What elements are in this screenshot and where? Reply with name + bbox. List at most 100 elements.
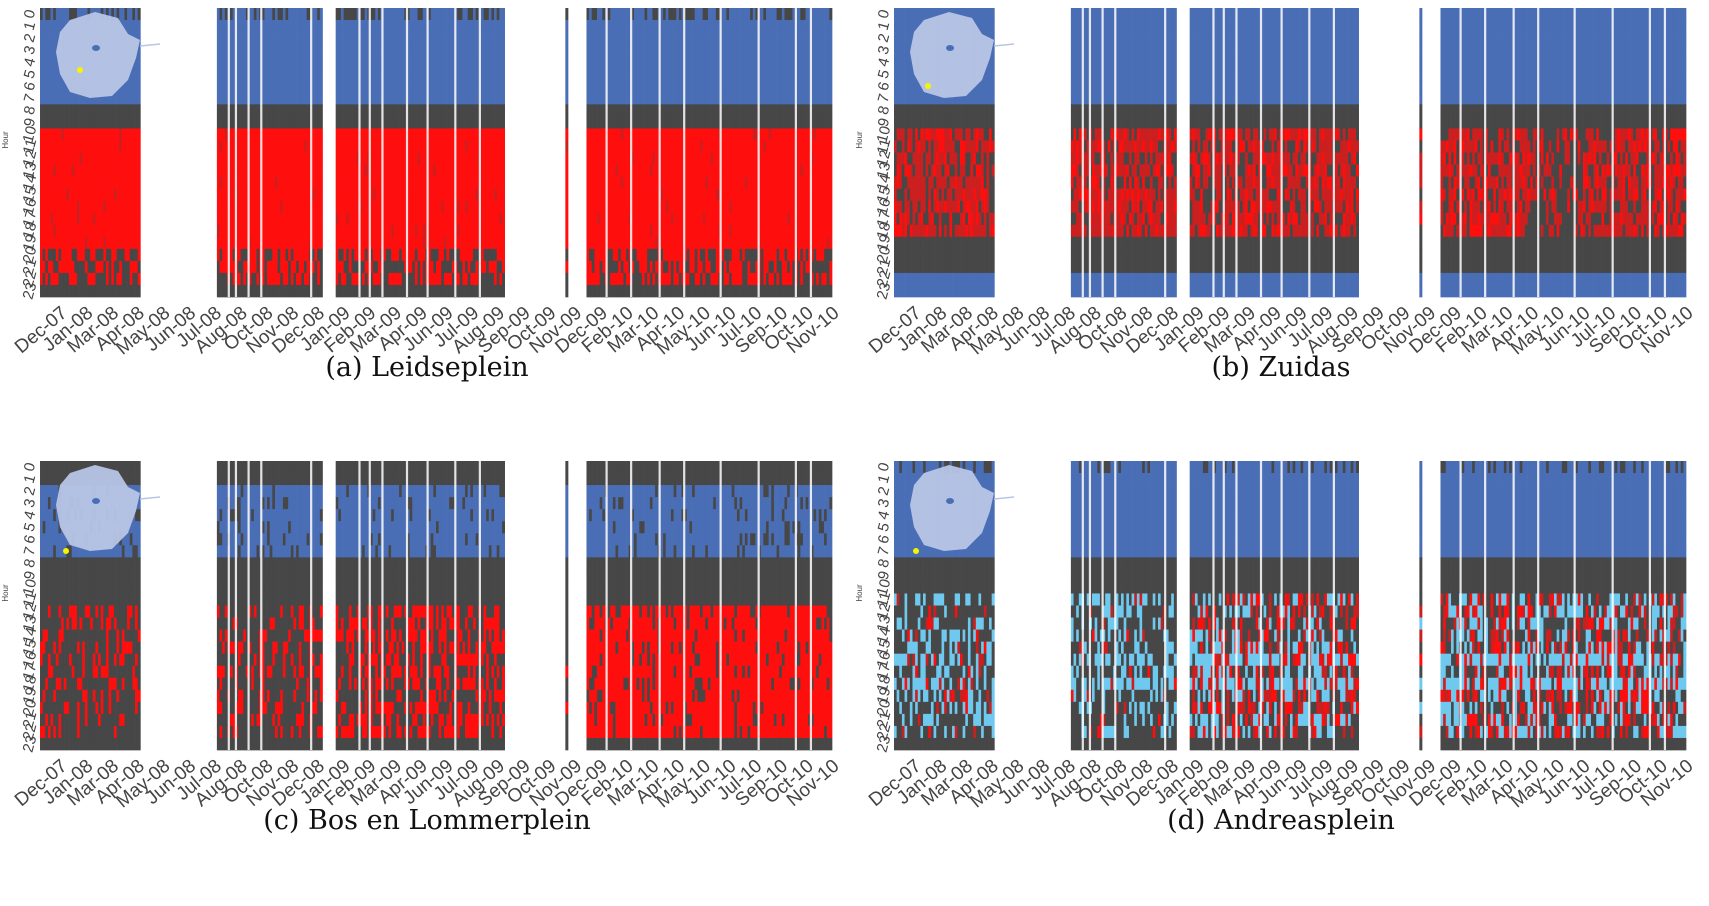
heatmap-cell	[79, 224, 83, 238]
heatmap-cell	[264, 44, 268, 57]
heatmap-cell	[502, 224, 505, 238]
heatmap-cell	[375, 80, 379, 93]
heatmap-cell	[385, 224, 389, 238]
heatmap-cell	[472, 164, 476, 177]
heatmap-cell	[385, 20, 389, 33]
heatmap-cell	[61, 116, 65, 129]
heatmap-cell	[243, 8, 247, 21]
heatmap-cell	[42, 140, 46, 153]
heatmap-cell	[597, 8, 601, 21]
heatmap-cell	[459, 68, 463, 81]
heatmap-cell	[346, 32, 350, 45]
heatmap-cell	[681, 20, 685, 33]
heatmap-cell	[472, 92, 476, 105]
heatmap-cell	[639, 188, 643, 202]
heatmap-cell	[647, 8, 651, 21]
heatmap-cell	[620, 236, 624, 250]
heatmap-cell	[692, 272, 696, 286]
heatmap-cell	[372, 128, 376, 141]
heatmap-cell	[591, 128, 595, 141]
heatmap-cell	[232, 32, 236, 45]
heatmap-cell	[736, 140, 740, 153]
heatmap-cell	[404, 80, 408, 93]
heatmap-cell	[409, 236, 413, 250]
heatmap-cell	[296, 20, 300, 33]
heatmap-cell	[747, 224, 751, 238]
heatmap-cell	[232, 152, 236, 165]
heatmap-cell	[465, 200, 469, 214]
heatmap-cell	[356, 200, 360, 214]
heatmap-cell	[715, 140, 719, 153]
heatmap-cell	[465, 188, 469, 202]
heatmap-cell	[700, 212, 703, 226]
heatmap-cell	[684, 200, 688, 214]
heatmap-cell	[285, 32, 289, 45]
heatmap-cell	[715, 164, 719, 177]
heatmap-cell	[623, 32, 627, 45]
heatmap-cell	[55, 164, 59, 177]
heatmap-cell	[491, 68, 495, 81]
heatmap-cell	[40, 128, 43, 141]
heatmap-cell	[465, 104, 469, 117]
heatmap-cell	[372, 224, 376, 238]
heatmap-cell	[652, 116, 656, 129]
heatmap-cell	[649, 152, 653, 165]
heatmap-cell	[626, 236, 630, 250]
heatmap-cell	[298, 188, 302, 202]
heatmap-cell	[623, 272, 627, 286]
heatmap-cell	[689, 8, 693, 21]
heatmap-cell	[251, 176, 255, 189]
heatmap-cell	[467, 32, 471, 45]
heatmap-cell	[747, 8, 751, 21]
heatmap-cell	[446, 176, 450, 189]
heatmap-cell	[47, 260, 51, 274]
heatmap-cell	[697, 20, 701, 33]
heatmap-cell	[124, 140, 128, 153]
heatmap-cell	[710, 20, 714, 33]
heatmap-cell	[660, 68, 664, 81]
heatmap-cell	[446, 140, 450, 153]
heatmap-cell	[243, 68, 247, 81]
heatmap-cell	[467, 8, 471, 21]
heatmap-cell	[282, 260, 286, 274]
heatmap-cell	[655, 68, 659, 81]
heatmap-cell	[58, 188, 62, 202]
heatmap-cell	[399, 80, 403, 93]
heatmap-cell	[383, 248, 387, 262]
heatmap-cell	[647, 176, 651, 189]
heatmap-cell	[459, 248, 463, 262]
heatmap-cell	[702, 68, 706, 81]
heatmap-cell	[351, 116, 355, 129]
heatmap-cell	[69, 260, 73, 274]
heatmap-cell	[417, 20, 421, 33]
heatmap-cell	[465, 272, 469, 286]
heatmap-cell	[670, 20, 674, 33]
heatmap-cell	[747, 248, 751, 262]
heatmap-cell	[372, 152, 376, 165]
heatmap-cell	[106, 140, 109, 153]
heatmap-cell	[420, 44, 424, 57]
heatmap-cell	[401, 128, 405, 141]
heatmap-cell	[370, 224, 373, 238]
heatmap-cell	[399, 200, 403, 214]
heatmap-cell	[441, 248, 445, 262]
heatmap-cell	[623, 44, 627, 57]
heatmap-cell	[414, 176, 418, 189]
heatmap-cell	[343, 44, 347, 57]
heatmap-cell	[647, 236, 651, 250]
heatmap-cell	[665, 92, 669, 105]
heatmap-cell	[742, 200, 746, 214]
heatmap-cell	[137, 80, 141, 93]
heatmap-cell	[396, 92, 400, 105]
heatmap-cell	[364, 188, 368, 202]
heatmap-cell	[470, 116, 474, 129]
heatmap-cell	[649, 164, 653, 177]
heatmap-cell	[412, 44, 416, 57]
heatmap-cell	[678, 116, 682, 129]
heatmap-cell	[95, 236, 99, 250]
heatmap-cell	[692, 224, 696, 238]
heatmap-cell	[272, 200, 276, 214]
heatmap-cell	[586, 272, 590, 286]
heatmap-cell	[736, 116, 740, 129]
heatmap-cell	[354, 260, 358, 274]
